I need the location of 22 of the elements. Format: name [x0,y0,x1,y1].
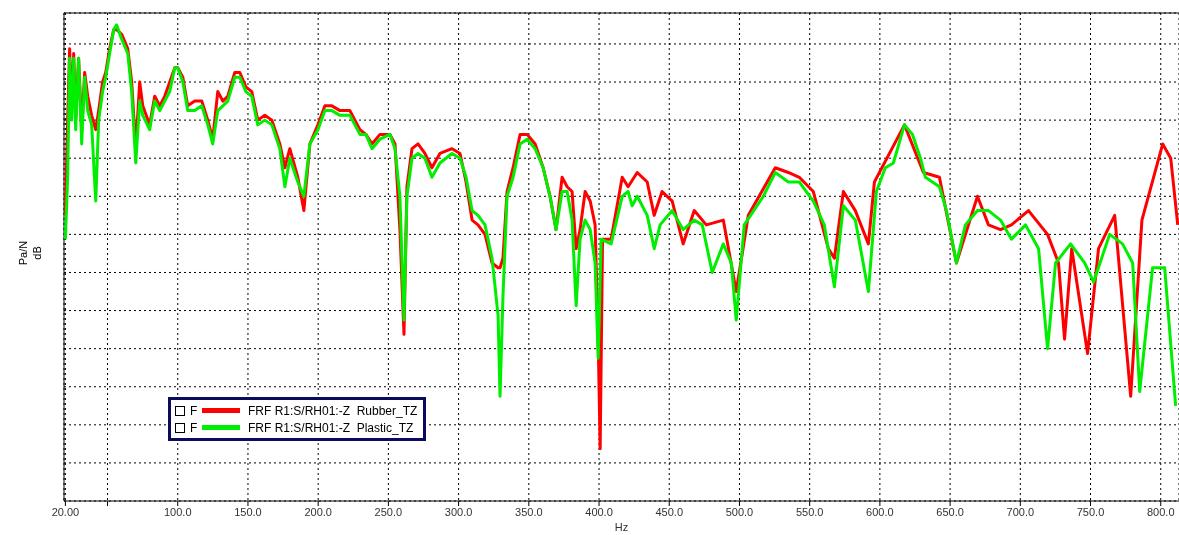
x-tick-label: 250.0 [374,505,403,518]
x-tick-label: 150.0 [234,505,262,518]
x-tick-label: 350.0 [515,505,543,518]
legend-label: FRF R1:S/RH01:-Z Rubber_TZ [248,403,418,418]
legend-label: FRF R1:S/RH01:-Z Plastic_TZ [248,420,414,435]
x-tick-label: 700.0 [1006,505,1035,518]
x-tick-label: 20.00 [51,505,80,518]
x-tick-label: 650.0 [936,505,964,518]
x-tick-label: 450.0 [655,505,684,518]
x-tick-label: 550.0 [795,505,824,518]
x-tick-label: 600.0 [866,505,894,518]
annotation: F [190,403,199,418]
y-axis-title: Pa/N dB [16,240,44,266]
x-tick-label: 500.0 [725,505,754,518]
annotation: F [190,420,199,435]
x-tick-label: 800.0 [1146,505,1175,518]
x-tick-label: 400.0 [585,505,613,518]
x-tick-label: 300.0 [444,505,473,518]
x-tick-label: 100.0 [163,505,192,518]
x-axis-title: Hz [614,521,629,533]
x-tick-label: 750.0 [1076,505,1105,518]
x-tick-label: 200.0 [304,505,332,518]
